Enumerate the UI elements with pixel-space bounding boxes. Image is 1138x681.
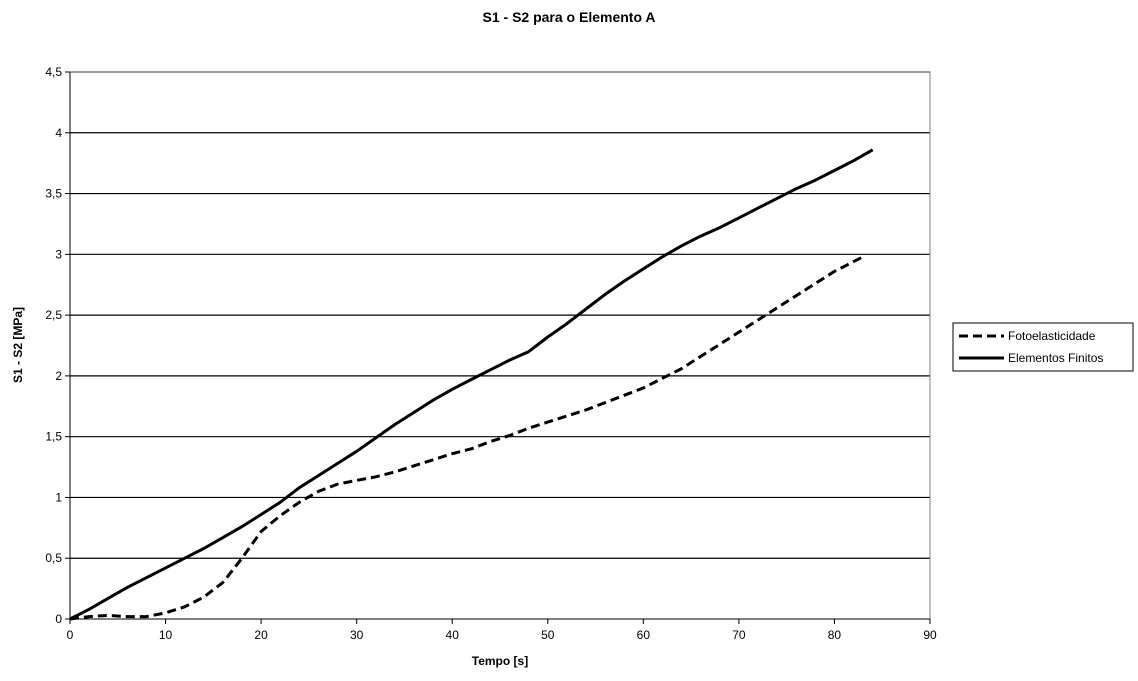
legend: Fotoelasticidade Elementos Finitos xyxy=(952,322,1134,372)
gridlines xyxy=(70,71,930,559)
x-tick-label: 90 xyxy=(923,628,937,642)
series-line-fotoelasticidade xyxy=(69,255,864,621)
x-tick-label: 60 xyxy=(637,628,651,642)
x-tick-label: 20 xyxy=(254,628,268,642)
series-line-elementos-finitos xyxy=(69,148,874,621)
y-tick-label: 4 xyxy=(55,126,62,140)
y-tick-label: 3,5 xyxy=(45,187,62,201)
x-tick-label: 50 xyxy=(541,628,555,642)
x-tick-label: 10 xyxy=(159,628,173,642)
x-tick-label: 0 xyxy=(67,628,74,642)
y-axis-label: S1 - S2 [MPa] xyxy=(11,307,25,383)
x-tick-label: 70 xyxy=(732,628,746,642)
y-tick-label: 2,5 xyxy=(45,308,62,322)
legend-box xyxy=(952,322,1134,372)
y-tick-label: 3 xyxy=(55,247,62,261)
series-layer xyxy=(69,148,874,621)
y-tick-label: 1 xyxy=(55,490,62,504)
x-tick-label: 40 xyxy=(446,628,460,642)
legend-label: Elementos Finitos xyxy=(1008,351,1103,365)
x-axis-label: Tempo [s] xyxy=(472,654,528,668)
y-tick-label: 1,5 xyxy=(45,430,62,444)
y-tick-label: 0 xyxy=(55,612,62,626)
y-axis: 0 0,5 1 1,5 2 2,5 3 3,5 4 4,5 xyxy=(45,65,71,626)
x-tick-label: 80 xyxy=(828,628,842,642)
chart-title: S1 - S2 para o Elemento A xyxy=(483,9,656,25)
legend-label: Fotoelasticidade xyxy=(1008,329,1096,343)
plot-area-border xyxy=(69,71,931,620)
x-tick-label: 30 xyxy=(350,628,364,642)
y-tick-label: 4,5 xyxy=(45,65,62,79)
y-tick-label: 2 xyxy=(55,369,62,383)
y-tick-label: 0,5 xyxy=(45,551,62,565)
x-axis: 0 10 20 30 40 50 60 70 80 90 xyxy=(67,618,937,642)
